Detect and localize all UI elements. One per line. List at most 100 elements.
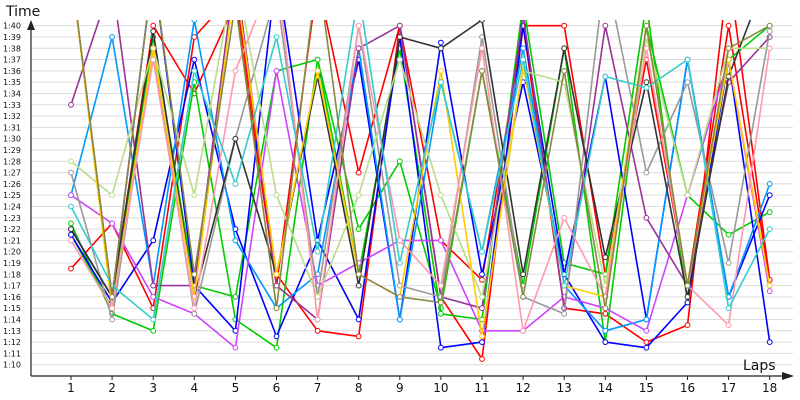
y-tick-label: 1:17 [3,282,21,291]
data-point [479,248,485,255]
x-tick-labels: 1 2 3 4 5 6 7 8 9 10 11 12 13 14 15 16 17 18 [67,376,777,395]
y-tick-label: 1:12 [3,338,21,347]
y-tick-label: 1:15 [3,304,21,313]
data-point [684,322,691,329]
data-point [191,68,198,74]
data-point [150,316,157,323]
data-point [191,305,198,312]
data-point [109,34,115,40]
data-point [438,79,444,86]
data-point [602,339,609,346]
x-tick-label: 13 [557,381,572,395]
data-point [273,192,280,199]
data-point [520,56,526,63]
data-point [232,344,239,351]
data-point [150,294,157,300]
data-point [766,28,773,35]
x-axis-arrow-icon [782,372,794,380]
data-point [561,310,568,317]
data-point [109,220,115,227]
data-point [766,181,773,187]
data-point [479,339,485,346]
series-line [70,20,771,332]
data-point [232,294,239,300]
series-line [70,20,771,321]
data-point [150,327,157,334]
data-point [479,45,485,52]
data-point [766,288,773,295]
data-point [602,310,609,317]
data-point [191,271,198,278]
y-tick-label: 1:36 [3,67,21,76]
x-tick-label: 10 [433,381,448,395]
y-tick-label: 1:32 [3,112,21,121]
data-point [109,316,115,323]
data-point [438,237,444,244]
data-point [520,271,526,278]
x-tick-label: 18 [762,381,777,395]
series-group [68,20,773,362]
series-9 [68,20,773,323]
data-point [602,305,609,312]
data-point [725,231,732,238]
y-tick-label: 1:16 [3,293,21,302]
data-point [396,294,403,300]
data-point [520,294,526,300]
data-point [561,214,568,221]
y-tick-label: 1:10 [3,361,21,370]
y-tick-label: 1:27 [3,169,21,178]
data-point [766,22,773,29]
data-point [766,45,773,52]
data-point [273,271,280,278]
data-point [314,248,321,255]
data-point [150,237,157,244]
x-tick-label: 1 [67,381,75,395]
y-tick-labels: 1:10 1:11 1:12 1:13 1:14 1:15 1:16 1:17 1:18 1:19… [3,22,21,370]
data-point [109,305,115,312]
data-point [766,209,773,216]
data-point [438,282,444,289]
series-line [70,20,771,332]
data-point [438,344,444,351]
x-tick-label: 3 [149,381,157,395]
data-point [68,237,74,244]
data-point [232,181,239,187]
data-point [725,22,732,29]
data-point [561,45,568,52]
data-point [725,73,732,80]
data-point [314,316,321,323]
data-point [68,203,74,210]
data-point [438,68,444,74]
data-point [602,73,609,80]
data-point [561,22,568,29]
data-point [479,271,485,278]
data-point [643,84,650,91]
data-point [684,299,691,306]
data-point [766,339,773,346]
data-point [684,282,691,289]
data-point [602,327,609,334]
data-point [479,294,485,300]
data-point [68,158,74,165]
data-point [68,231,74,238]
data-point [68,101,74,108]
data-point [561,282,568,289]
data-point [438,45,444,52]
data-point [396,260,403,266]
data-point [520,327,526,334]
y-tick-label: 1:29 [3,146,21,155]
axes [27,20,794,380]
data-point [273,344,280,351]
y-axis-title: Time [5,4,40,20]
data-point [643,22,650,29]
series-line [76,20,771,310]
data-point [602,22,609,29]
y-tick-label: 1:35 [3,78,21,87]
data-point [725,322,732,329]
data-point [68,220,74,227]
data-point [725,45,732,52]
y-tick-label: 1:33 [3,101,21,110]
data-point [68,226,74,233]
data-point [150,22,157,29]
